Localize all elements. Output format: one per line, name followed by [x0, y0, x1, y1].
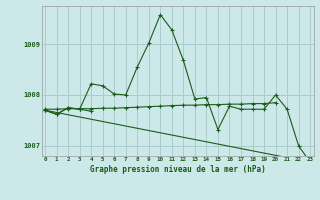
X-axis label: Graphe pression niveau de la mer (hPa): Graphe pression niveau de la mer (hPa): [90, 165, 266, 174]
